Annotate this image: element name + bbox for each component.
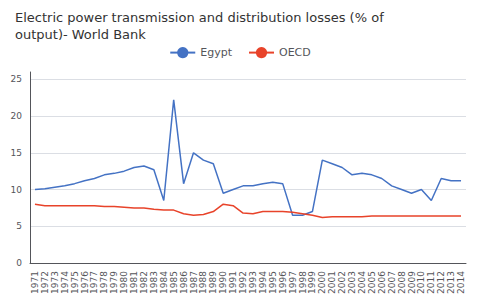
svg-text:2003: 2003 [347,271,357,294]
svg-text:2009: 2009 [407,271,417,294]
svg-text:2011: 2011 [426,271,436,294]
svg-text:1971: 1971 [30,271,40,294]
svg-text:15: 15 [11,148,22,158]
svg-text:2012: 2012 [436,271,446,294]
svg-text:Egypt: Egypt [200,46,232,59]
svg-text:1980: 1980 [119,271,129,294]
svg-text:1989: 1989 [208,271,218,294]
svg-text:OECD: OECD [279,46,311,59]
svg-text:1988: 1988 [198,271,208,294]
svg-text:1987: 1987 [189,271,199,294]
svg-text:1975: 1975 [70,271,80,294]
svg-text:2007: 2007 [387,271,397,294]
svg-text:25: 25 [11,74,22,84]
svg-text:1992: 1992 [238,271,248,294]
svg-text:1982: 1982 [139,271,149,294]
svg-text:1978: 1978 [99,271,109,294]
svg-text:2014: 2014 [456,271,466,294]
svg-text:1976: 1976 [80,271,90,294]
svg-text:20: 20 [11,111,23,121]
svg-text:1991: 1991 [228,271,238,294]
svg-text:2010: 2010 [416,271,426,294]
svg-text:2004: 2004 [357,271,367,294]
svg-text:2001: 2001 [327,271,337,294]
svg-text:1977: 1977 [89,271,99,294]
svg-text:1979: 1979 [109,271,119,294]
svg-text:2008: 2008 [397,271,407,294]
svg-text:10: 10 [11,185,23,195]
svg-text:5: 5 [16,221,22,231]
svg-text:1993: 1993 [248,271,258,294]
svg-text:2002: 2002 [337,271,347,294]
svg-text:1994: 1994 [258,271,268,294]
svg-text:1974: 1974 [60,271,70,294]
svg-text:2000: 2000 [317,271,327,294]
svg-text:1984: 1984 [159,271,169,294]
svg-text:2006: 2006 [377,271,387,294]
svg-text:1999: 1999 [307,271,317,294]
svg-text:1997: 1997 [288,271,298,294]
svg-text:Electric power transmission an: Electric power transmission and distribu… [15,10,384,25]
svg-text:1995: 1995 [268,271,278,294]
svg-text:2005: 2005 [367,271,377,294]
svg-text:2013: 2013 [446,271,456,294]
svg-text:1973: 1973 [50,271,60,294]
svg-text:1981: 1981 [129,271,139,294]
svg-text:1998: 1998 [298,271,308,294]
svg-text:1985: 1985 [169,271,179,294]
svg-text:1990: 1990 [218,271,228,294]
svg-text:0: 0 [16,258,22,268]
svg-text:output)- World Bank: output)- World Bank [15,27,146,42]
svg-text:1996: 1996 [278,271,288,294]
svg-text:1972: 1972 [40,271,50,294]
svg-text:1986: 1986 [179,271,189,294]
svg-text:1983: 1983 [149,271,159,294]
